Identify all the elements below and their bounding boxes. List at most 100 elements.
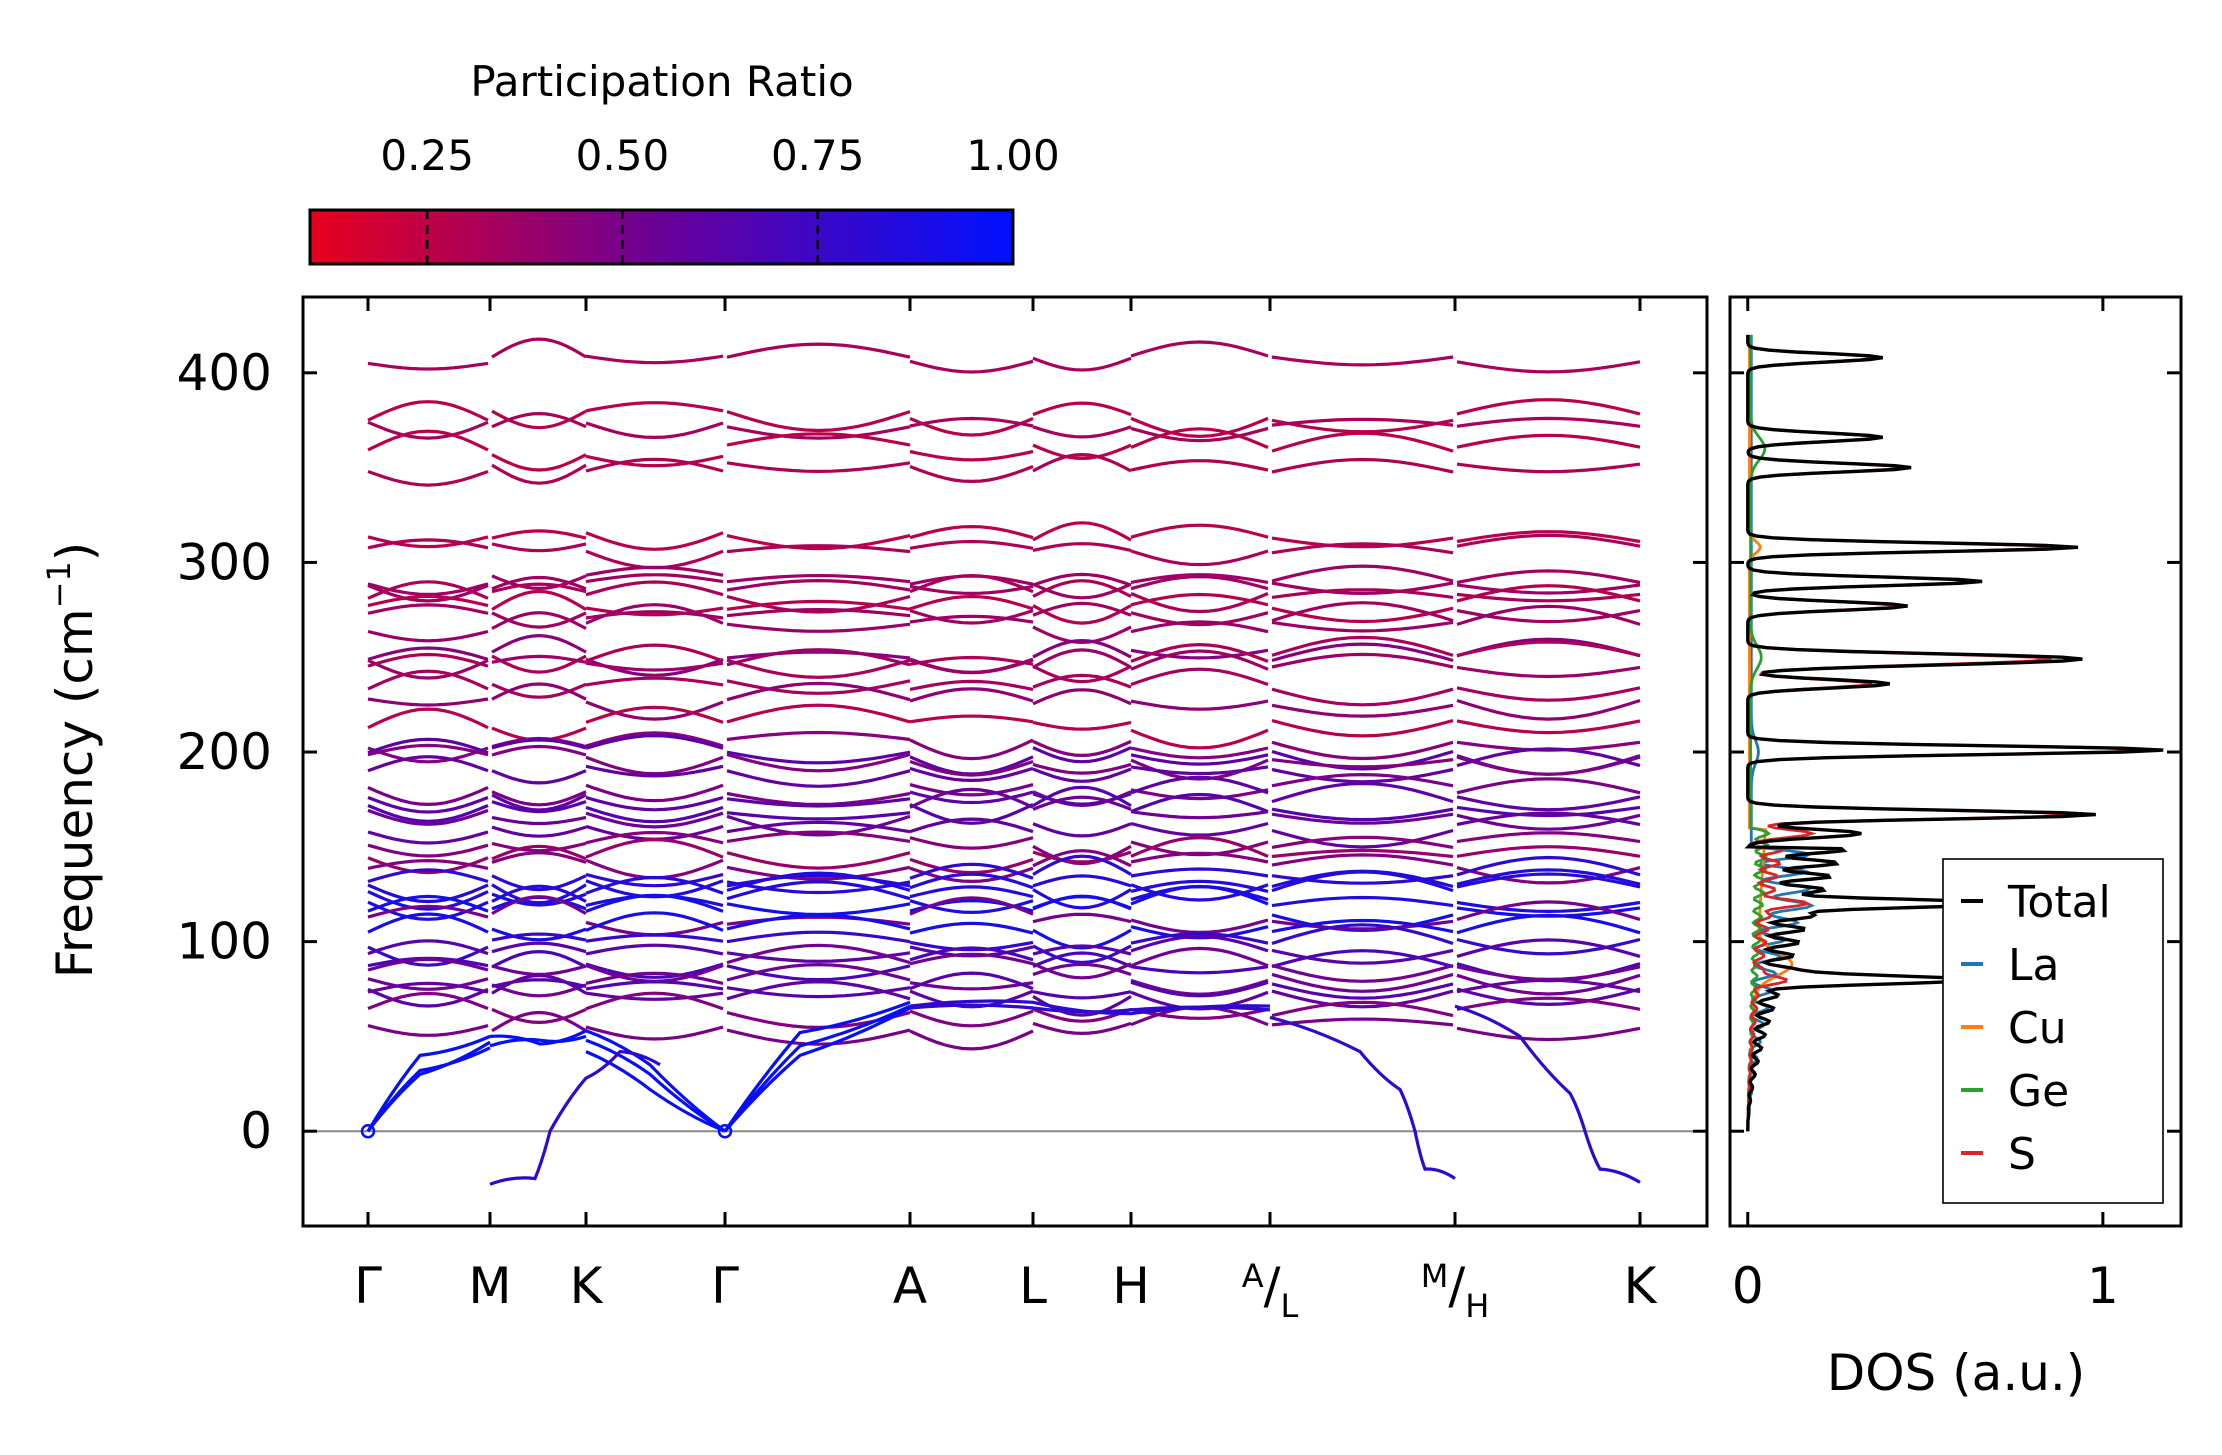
band-line xyxy=(585,764,724,778)
band-line xyxy=(1130,427,1269,449)
band-line xyxy=(585,805,724,824)
band-line xyxy=(585,731,724,748)
band-line xyxy=(726,578,911,592)
legend-label: Total xyxy=(2007,877,2111,928)
acoustic-band xyxy=(1269,1015,1456,1180)
gamma-point-marker xyxy=(717,1123,733,1139)
dos-curves xyxy=(1744,334,2164,1132)
band-line xyxy=(1271,948,1454,965)
band-line xyxy=(367,652,489,668)
band-line xyxy=(909,417,1034,437)
band-line xyxy=(1032,572,1132,587)
band-line xyxy=(1456,913,1641,935)
band-line xyxy=(726,681,911,702)
band-line xyxy=(1271,431,1454,453)
band-line xyxy=(1456,433,1641,449)
band-line xyxy=(585,531,724,551)
band-line xyxy=(726,962,911,982)
band-line xyxy=(1456,698,1641,721)
colorbar-ticks: 0.25 0.50 0.75 1.00 xyxy=(380,131,1060,264)
y-axis-label-close: ) xyxy=(46,542,104,562)
band-line xyxy=(1271,835,1454,849)
legend-label: La xyxy=(2008,940,2059,991)
band-y-axis: 0 100 200 300 400 xyxy=(177,344,1707,1160)
band-line xyxy=(1130,642,1269,663)
band-line xyxy=(1456,900,1641,914)
band-line xyxy=(367,420,489,440)
band-line xyxy=(1271,870,1454,893)
band-line xyxy=(1456,530,1641,544)
band-line xyxy=(491,932,587,942)
band-line xyxy=(1130,574,1269,591)
colorbar-tick-label: 0.50 xyxy=(576,131,670,180)
acoustic-band xyxy=(585,1038,726,1133)
band-line xyxy=(367,991,489,1010)
band-line xyxy=(491,654,587,664)
band-line xyxy=(1130,426,1269,443)
band-line xyxy=(491,949,587,969)
band-line xyxy=(585,606,724,617)
band-line xyxy=(1032,888,1132,910)
band-line xyxy=(909,885,1034,899)
band-line xyxy=(585,830,724,845)
band-line xyxy=(909,655,1034,666)
band-line xyxy=(367,594,489,608)
band-line xyxy=(585,980,724,991)
band-line xyxy=(1130,753,1269,766)
colorbar-tick-label: 0.75 xyxy=(771,131,865,180)
band-line xyxy=(1271,642,1454,663)
band-line xyxy=(491,744,587,757)
band-line xyxy=(726,679,911,695)
band-line xyxy=(1032,795,1132,811)
band-line xyxy=(1032,792,1132,806)
band-line xyxy=(909,687,1034,703)
y-tick-label: 100 xyxy=(177,913,272,971)
band-line xyxy=(1130,946,1269,968)
band-line xyxy=(367,361,489,371)
band-line xyxy=(1456,868,1641,886)
band-line xyxy=(1130,620,1269,634)
acoustic-band xyxy=(909,1003,1271,1014)
band-line xyxy=(1130,728,1269,750)
band-line xyxy=(1130,699,1269,711)
x-tick-label: K xyxy=(570,1257,604,1315)
dos-x-label: DOS (a.u.) xyxy=(1827,1344,2086,1402)
colorbar-gradient xyxy=(308,208,1015,266)
band-line xyxy=(367,796,489,814)
band-line xyxy=(909,952,1034,966)
band-line xyxy=(909,573,1034,594)
band-line xyxy=(491,337,587,359)
band-line xyxy=(1456,866,1641,885)
band-line xyxy=(726,648,911,667)
y-axis-label-main: Frequency (cm xyxy=(46,608,104,978)
band-line xyxy=(1130,835,1269,858)
band-line xyxy=(909,714,1034,724)
band-line xyxy=(585,893,724,913)
band-line xyxy=(909,1009,1034,1028)
band-line xyxy=(367,669,489,691)
dos-curve-total xyxy=(1744,334,2164,1132)
band-line xyxy=(726,461,911,474)
acoustic-band xyxy=(723,1006,911,1133)
band-line xyxy=(491,927,587,942)
band-line xyxy=(909,872,1034,890)
band-line xyxy=(585,991,724,1001)
band-line xyxy=(1456,640,1641,658)
band-structure-panel: 0 100 200 300 400 Γ M K Γ A L H A/L M/H K Frequency (… xyxy=(40,295,1709,1325)
band-line xyxy=(367,987,489,1008)
band-line xyxy=(726,534,911,551)
band-line xyxy=(726,951,911,963)
band-line xyxy=(909,989,1034,1009)
band-line xyxy=(367,629,489,643)
band-line xyxy=(726,650,911,660)
band-line xyxy=(726,1011,911,1030)
band-line xyxy=(367,429,489,452)
band-line xyxy=(1271,652,1454,669)
x-tick-label: A xyxy=(893,1257,927,1315)
band-line xyxy=(1032,582,1132,600)
legend-box xyxy=(1942,858,2164,1204)
band-x-axis: Γ M K Γ A L H A/L M/H K xyxy=(354,297,1658,1325)
band-line xyxy=(726,797,911,808)
band-line xyxy=(585,421,724,440)
band-line xyxy=(726,544,911,554)
